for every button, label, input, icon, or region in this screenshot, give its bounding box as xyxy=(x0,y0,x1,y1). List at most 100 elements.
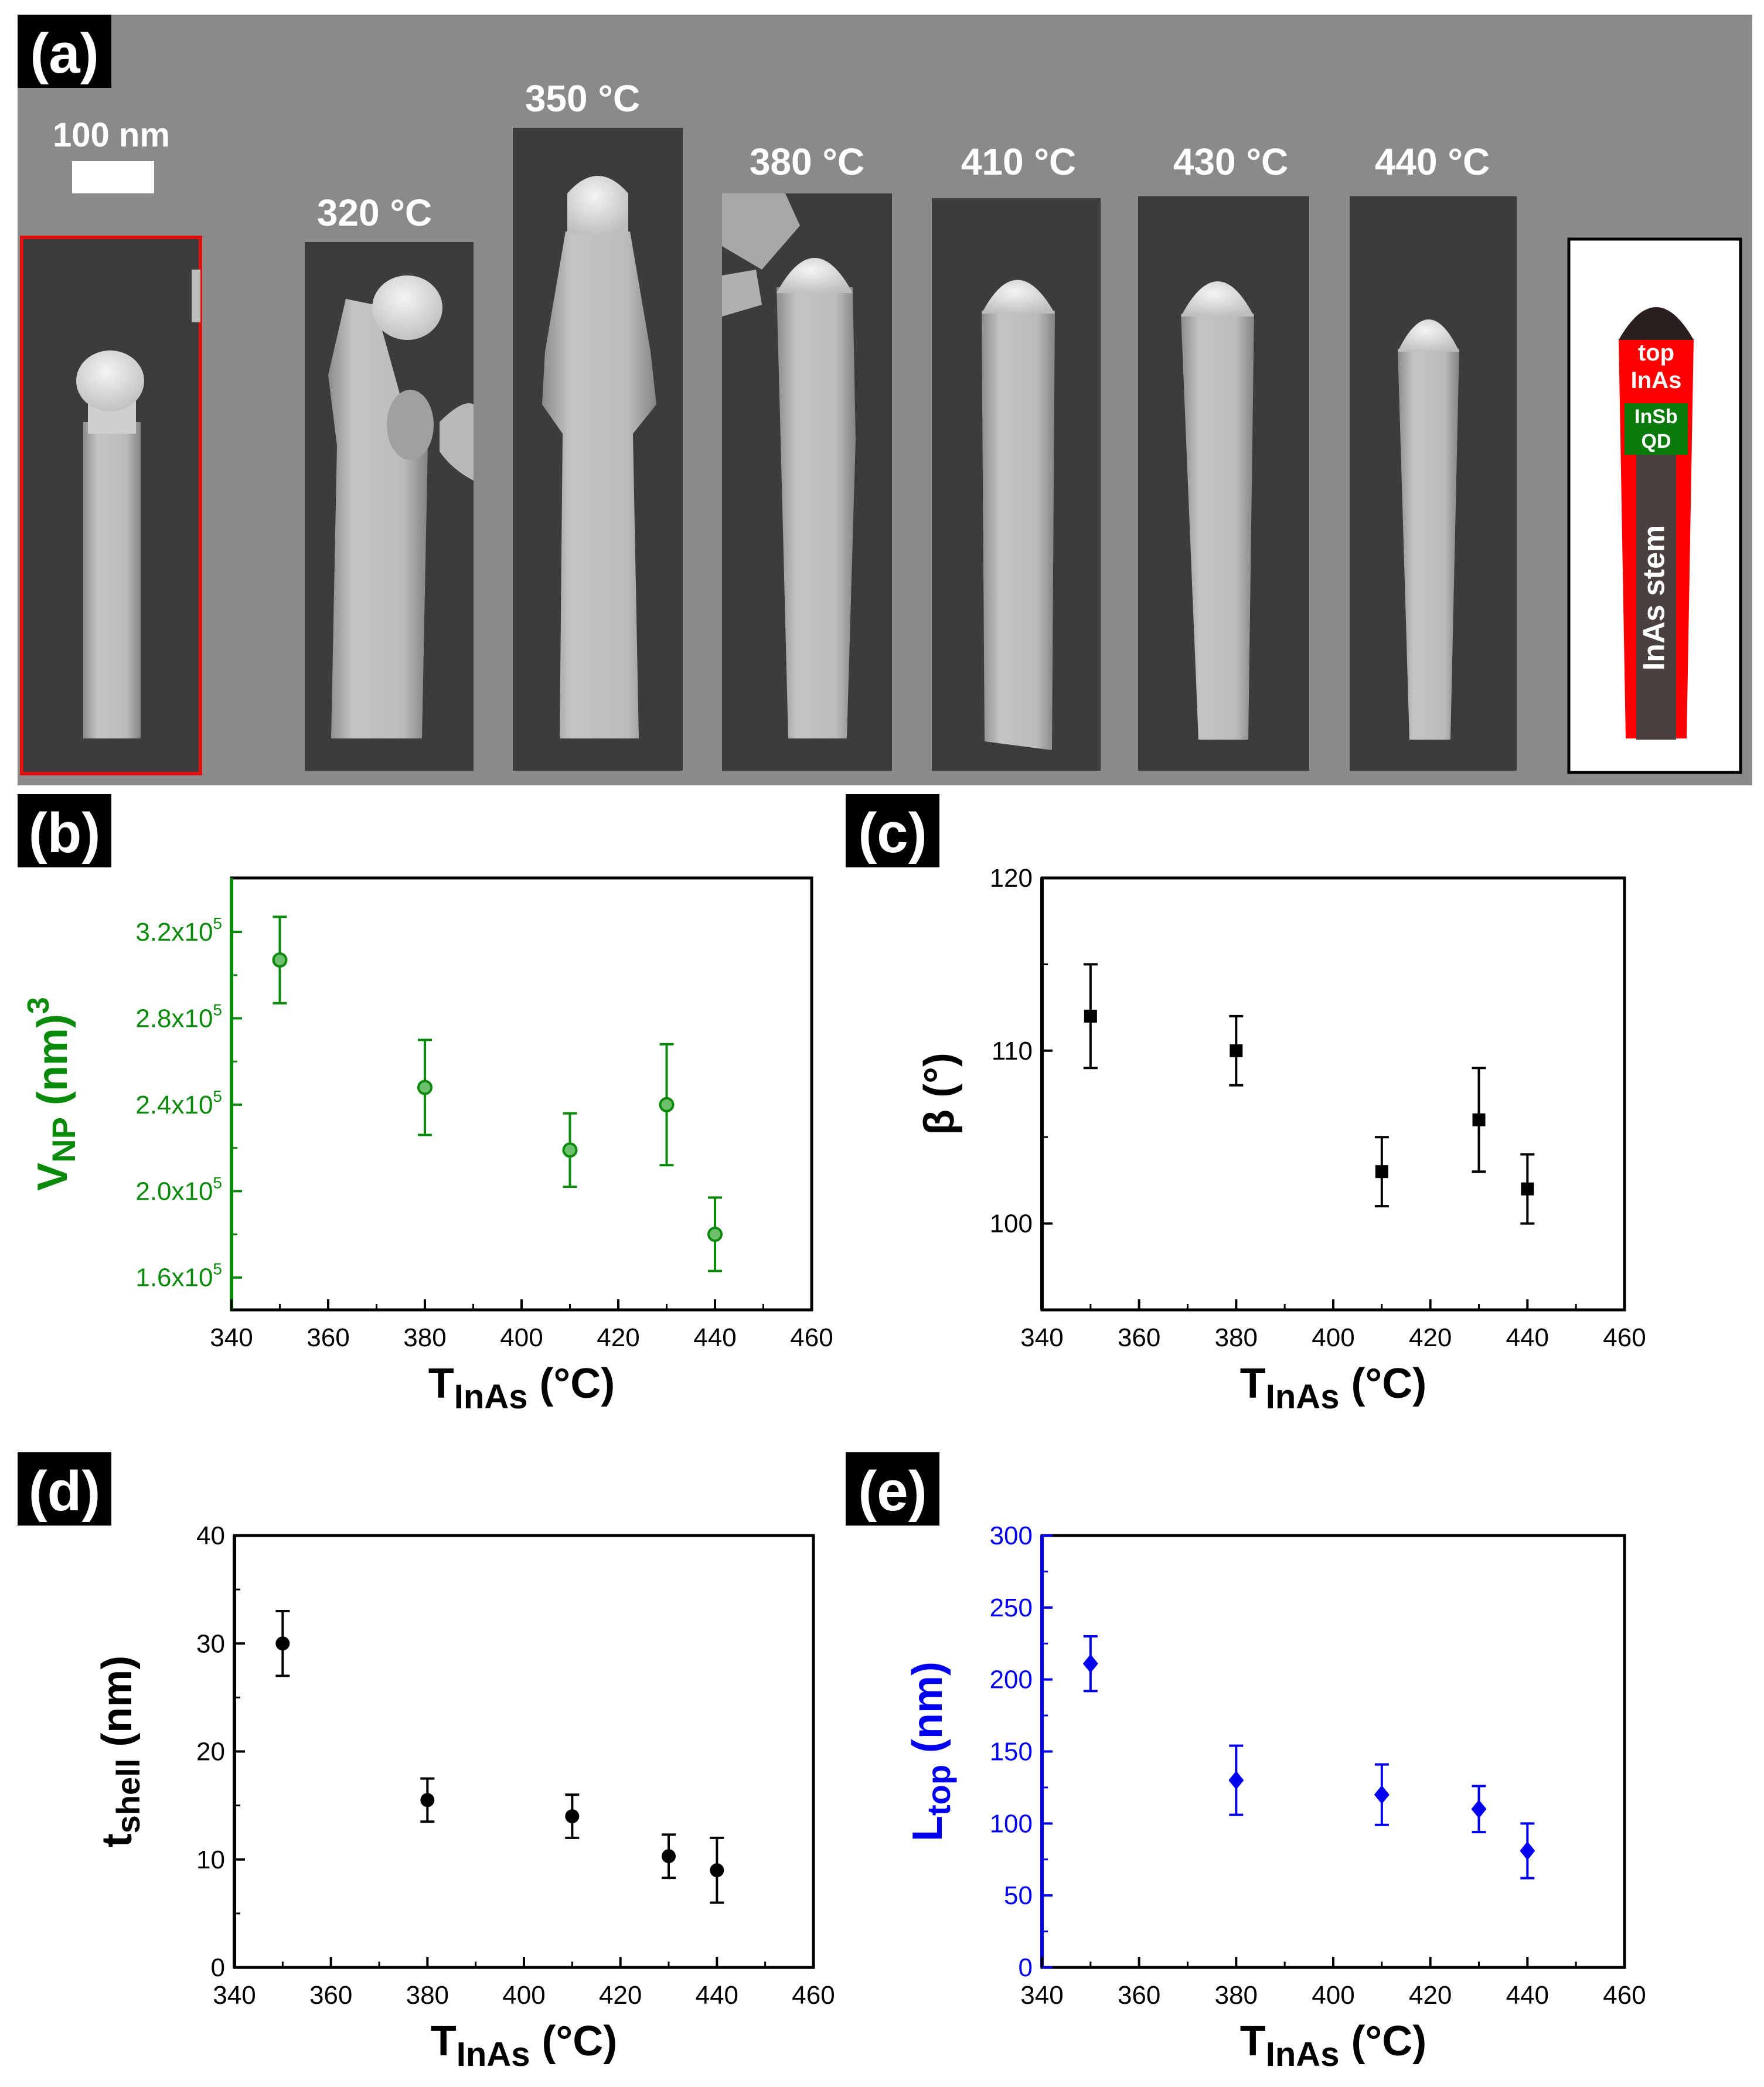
panel-label: (d) xyxy=(29,1460,101,1523)
data-point xyxy=(1471,1799,1487,1819)
x-axis-label: TInAs (°C) xyxy=(1240,2018,1426,2074)
sem-410: 410 °C xyxy=(932,141,1101,771)
y-tick-label: 2.0x105 xyxy=(135,1173,222,1206)
x-tick-label: 440 xyxy=(696,1981,738,2010)
data-point xyxy=(1084,1009,1097,1023)
panel-label: (c) xyxy=(858,802,927,864)
y-tick-label: 150 xyxy=(990,1738,1033,1766)
schematic-stem-label: InAs stem xyxy=(1637,525,1671,671)
y-tick-label: 40 xyxy=(196,1521,225,1550)
schematic-insb-label: InSb xyxy=(1634,406,1678,428)
x-tick-label: 420 xyxy=(599,1981,642,2010)
schematic-cap xyxy=(1619,307,1694,340)
y-tick-label: 110 xyxy=(992,1037,1033,1065)
schematic-inas-label: InAs xyxy=(1631,367,1682,393)
data-point xyxy=(1521,1182,1534,1196)
x-tick-label: 460 xyxy=(1603,1981,1646,2010)
panel-label-box xyxy=(846,794,939,867)
y-tick-label: 100 xyxy=(990,1809,1033,1838)
schematic-top-label: top xyxy=(1638,340,1674,366)
x-tick-label: 440 xyxy=(693,1323,736,1352)
sem-430: 430 °C xyxy=(1138,141,1309,771)
y-axis-label: Ltop (nm) xyxy=(904,1662,957,1841)
data-point xyxy=(565,1809,580,1824)
x-tick-label: 380 xyxy=(406,1981,449,2010)
sem-380: 380 °C xyxy=(722,141,892,771)
data-point xyxy=(1230,1044,1243,1057)
y-axis-label: tshell (nm) xyxy=(94,1656,147,1848)
x-tick-label: 340 xyxy=(1020,1981,1063,2010)
x-tick-label: 460 xyxy=(792,1981,835,2010)
x-tick-label: 380 xyxy=(403,1323,446,1352)
temp-label-430: 430 °C xyxy=(1173,141,1288,183)
temp-label-410: 410 °C xyxy=(961,141,1076,183)
temp-label-320: 320 °C xyxy=(317,192,432,234)
temp-label-380: 380 °C xyxy=(750,141,864,183)
x-tick-label: 400 xyxy=(1312,1981,1354,2010)
y-tick-label: 50 xyxy=(1004,1881,1033,1910)
plot-frame xyxy=(233,1534,815,1969)
chart-d: (d) 340 360 380 400 420 440 460 0 10 20 30 40 TInAs (… xyxy=(18,1452,835,2074)
panel-a: (a) 100 nm 320 °C 350 °C xyxy=(18,15,1752,785)
data-point xyxy=(562,1142,578,1158)
panel-label-box xyxy=(846,1452,939,1526)
y-tick-label: 200 xyxy=(990,1666,1033,1694)
x-tick-label: 360 xyxy=(309,1981,352,2010)
panel-a-label: (a) xyxy=(30,22,98,85)
sem-440: 440 °C xyxy=(1350,141,1517,771)
chart-e: (e) 340 360 380 400 420 440 460 0 50 100 150 200 250 3… xyxy=(846,1452,1646,2074)
plot-frame xyxy=(1040,876,1626,1312)
x-tick-label: 400 xyxy=(502,1981,545,2010)
y-tick-label: 20 xyxy=(196,1738,225,1766)
y-tick-label: 120 xyxy=(990,864,1033,893)
x-tick-label: 360 xyxy=(307,1323,349,1352)
schematic-stem xyxy=(1636,455,1676,740)
x-tick-label: 340 xyxy=(213,1981,256,2010)
data-point xyxy=(710,1863,724,1878)
temp-label-440: 440 °C xyxy=(1375,141,1490,183)
y-tick-label: 2.4x105 xyxy=(135,1087,222,1119)
panel-label: (e) xyxy=(858,1460,927,1523)
data-point xyxy=(659,1097,675,1112)
y-tick-label: 10 xyxy=(196,1846,225,1874)
x-axis-label: TInAs (°C) xyxy=(428,1360,615,1416)
x-tick-label: 440 xyxy=(1506,1981,1549,2010)
x-tick-label: 400 xyxy=(1312,1323,1354,1352)
x-tick-label: 360 xyxy=(1118,1981,1160,2010)
y-tick-label: 1.6x105 xyxy=(135,1260,222,1292)
y-axis-label: β (°) xyxy=(916,1053,963,1135)
panel-label-box xyxy=(18,1452,111,1526)
y-axis-label: VNP (nm)3 xyxy=(22,997,82,1191)
data-point xyxy=(417,1080,433,1095)
data-point xyxy=(1375,1165,1388,1179)
data-point xyxy=(275,1636,290,1651)
y-tick-label: 100 xyxy=(990,1210,1033,1238)
data-point xyxy=(1082,1654,1098,1673)
y-tick-label: 30 xyxy=(196,1629,225,1658)
sem-350: 350 °C xyxy=(513,77,683,771)
panel-label-box xyxy=(18,794,111,867)
x-tick-label: 340 xyxy=(1020,1323,1063,1352)
sem-reference xyxy=(20,236,202,775)
scale-bar-label: 100 nm xyxy=(53,116,170,154)
panel-a-label-box xyxy=(18,15,111,88)
x-tick-label: 460 xyxy=(790,1323,833,1352)
data-point xyxy=(272,952,288,968)
x-tick-label: 380 xyxy=(1215,1323,1258,1352)
x-tick-label: 380 xyxy=(1215,1981,1258,2010)
x-tick-label: 400 xyxy=(500,1323,543,1352)
data-point xyxy=(707,1227,723,1242)
data-point xyxy=(1228,1771,1244,1790)
schematic-qd-label: QD xyxy=(1642,430,1671,452)
y-tick-label: 3.2x105 xyxy=(135,914,222,947)
x-tick-label: 460 xyxy=(1603,1323,1646,1352)
data-point xyxy=(1520,1841,1535,1861)
x-axis-label: TInAs (°C) xyxy=(431,2018,617,2074)
y-tick-label: 0 xyxy=(211,1953,225,1982)
scale-bar xyxy=(72,161,154,193)
x-tick-label: 420 xyxy=(1409,1323,1452,1352)
data-point xyxy=(420,1793,435,1807)
schematic-qd xyxy=(1625,403,1688,455)
x-tick-label: 360 xyxy=(1118,1323,1160,1352)
